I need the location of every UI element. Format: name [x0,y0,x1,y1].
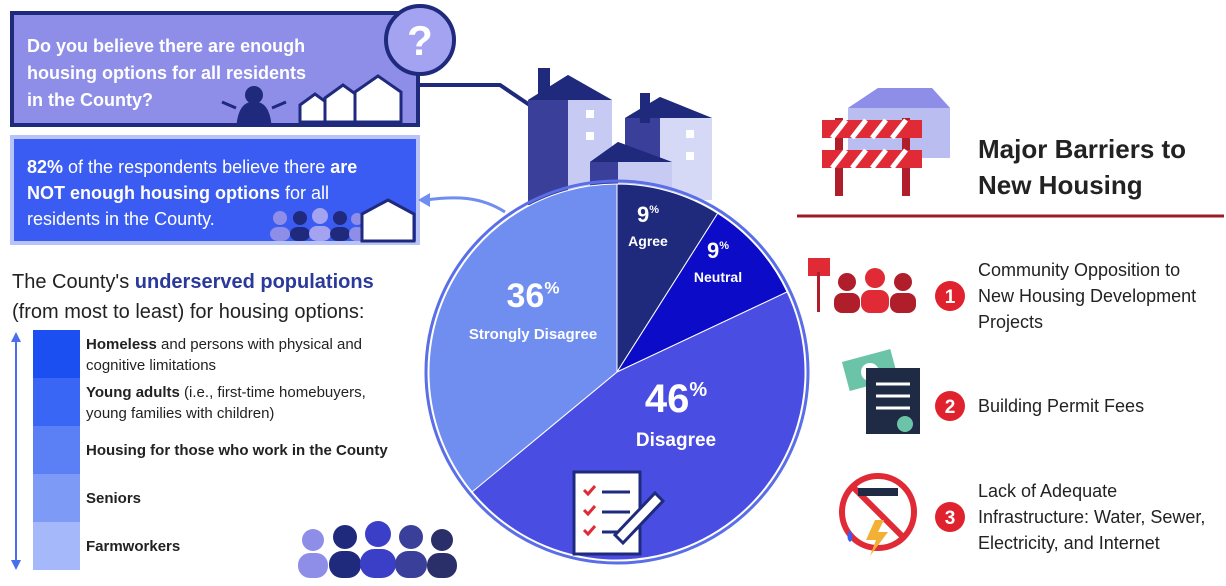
question-line: Do you believe there are enough [27,36,305,56]
data-unit: % [689,379,707,401]
infrastructure-icon [842,476,914,556]
data-unit: % [544,278,559,297]
answer-bold: are [330,157,357,177]
rank-band [33,426,80,474]
category-label: Strongly Disagree [469,326,597,343]
population-item: Young adults (i.e., first-time homebuyer… [86,384,366,401]
population-bold: Young adults [86,384,180,401]
population-bold: Seniors [86,490,141,507]
answer-bold: 82% [27,157,63,177]
barrier-line: Infrastructure: Water, Sewer, [978,507,1205,527]
data-value: 46 [645,377,690,421]
category-label: Disagree [636,430,716,451]
rank-band [33,474,80,522]
infographic: Do you believe there are enough housing … [0,0,1226,586]
category-label: Neutral [694,269,742,285]
population-line: young families with children) [86,405,274,422]
underserved-title: The County's underserved populations [12,271,374,293]
barrier-line: Electricity, and Internet [978,533,1160,553]
arrow [425,198,505,212]
rank-arrow-head [11,332,21,342]
data-unit: % [649,204,659,216]
population-item: Farmworkers [86,538,180,555]
barrier-icon [822,88,950,196]
barrier-line: Projects [978,312,1043,332]
population-bold: Housing for those who work in the County [86,442,388,459]
population-item: Housing for those who work in the County [86,442,388,459]
underserved-subtitle: (from most to least) for housing options… [12,301,364,323]
barrier-number: 3 [945,508,956,529]
fees-icon [842,349,920,434]
rank-arrow-head [11,560,21,570]
barrier-number: 2 [945,397,956,418]
population-bold: Homeless [86,336,157,353]
answer-line: NOT enough housing options for all [27,183,329,203]
barriers-title: New Housing [978,170,1143,200]
barrier-number: 1 [945,287,956,308]
question-line: in the County? [27,90,153,110]
population-item: Seniors [86,490,141,507]
answer-span: for all [280,183,329,203]
population-item: Homeless and persons with physical and [86,336,362,353]
population-rest: and persons with physical and [157,336,362,353]
answer-line: 82% of the respondents believe there are [27,157,357,177]
barrier-line: New Housing Development [978,286,1196,306]
barrier-line: Community Opposition to [978,260,1180,280]
connector [418,85,540,112]
people [298,521,457,578]
answer-span: of the respondents believe there [63,157,330,177]
data-unit: % [719,240,729,252]
population-bold: Farmworkers [86,538,180,555]
question-mark: ? [407,17,433,64]
rank-band [33,378,80,426]
question-line: housing options for all residents [27,63,306,83]
answer-line: residents in the County. [27,209,215,229]
rank-band [33,522,80,570]
population-line: cognitive limitations [86,357,216,374]
answer-bold: NOT enough housing options [27,183,280,203]
data-value: 9 [637,202,649,227]
data-value: 36 [507,277,545,315]
opposition-icon [808,258,916,313]
category-label: Agree [628,233,668,249]
title-emphasis: underserved populations [135,271,374,293]
data-value: 9 [707,238,719,263]
population-rest: (i.e., first-time homebuyers, [180,384,366,401]
barriers-title: Major Barriers to [978,134,1186,164]
barrier-line: Building Permit Fees [978,396,1144,416]
title-span: The County's [12,271,135,293]
barrier-list: 1 Community Opposition to New Housing Deve… [935,260,1205,553]
barrier-line: Lack of Adequate [978,481,1117,501]
rank-band [33,330,80,378]
